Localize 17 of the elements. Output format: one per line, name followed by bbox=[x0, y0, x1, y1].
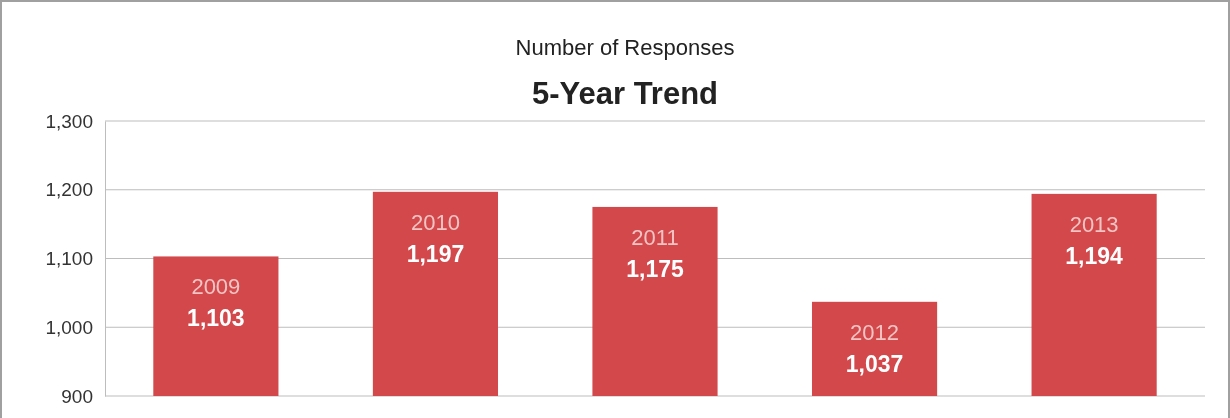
x-tick-label: 2009 bbox=[191, 274, 241, 300]
data-label: 1,194 bbox=[1065, 242, 1124, 269]
x-tick-label: 2012 bbox=[850, 319, 900, 345]
chart-subtitle: 5-Year Trend bbox=[531, 76, 719, 111]
data-label: 1,037 bbox=[845, 350, 904, 377]
y-tick-label: 1,200 bbox=[45, 179, 93, 201]
x-tick-label: 2013 bbox=[1069, 211, 1119, 237]
y-tick-label: 1,100 bbox=[45, 248, 93, 270]
y-tick-label: 1,000 bbox=[45, 316, 93, 338]
data-label: 1,103 bbox=[187, 305, 245, 332]
data-label: 1,197 bbox=[406, 240, 465, 267]
y-tick-label: 900 bbox=[61, 385, 93, 407]
y-tick-label: 1,300 bbox=[45, 110, 93, 132]
data-label: 1,175 bbox=[626, 255, 684, 282]
chart-title: Number of Responses bbox=[515, 35, 735, 60]
x-tick-label: 2011 bbox=[631, 224, 679, 250]
x-tick-label: 2010 bbox=[410, 209, 460, 235]
